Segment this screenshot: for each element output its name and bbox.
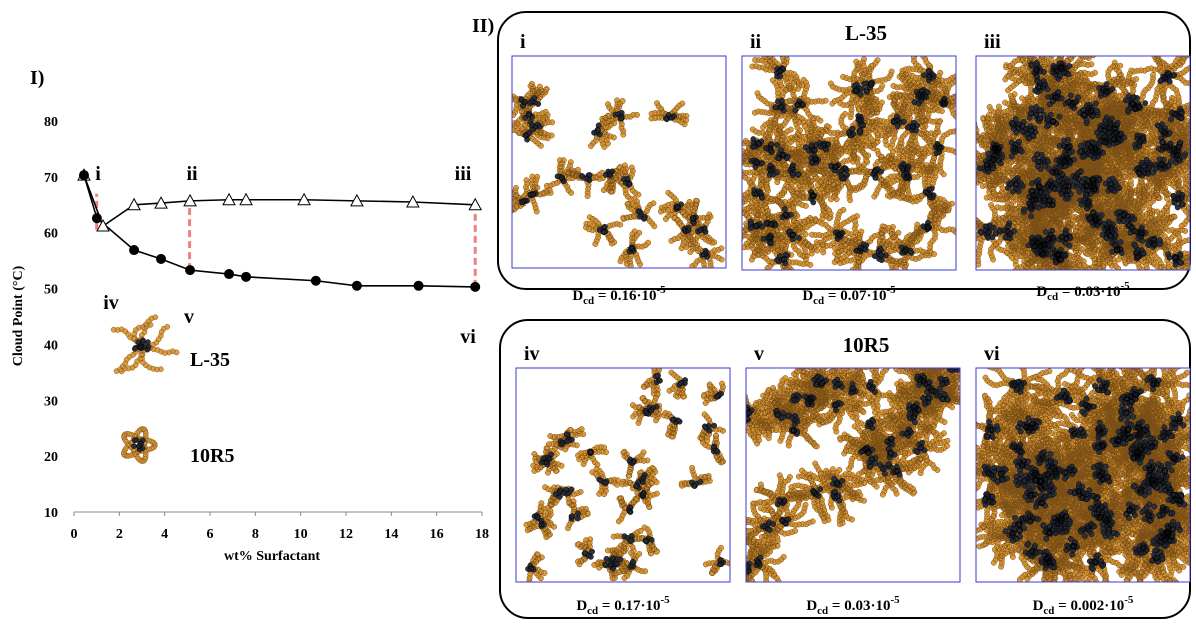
series-line — [84, 175, 475, 226]
y-tick-label: 30 — [44, 394, 58, 409]
x-tick-label: 10 — [294, 527, 308, 542]
point-label: vi — [460, 326, 476, 348]
caption-exponent: -5 — [1120, 280, 1130, 292]
legend-label: 10R5 — [190, 445, 234, 467]
point-label: iv — [103, 292, 119, 314]
marker — [156, 254, 166, 264]
caption-subscript: cd — [1047, 291, 1058, 303]
marker — [352, 281, 362, 291]
marker — [92, 213, 102, 223]
caption-exponent: -5 — [660, 594, 670, 606]
caption-subscript: cd — [817, 605, 828, 617]
x-tick-label: 18 — [475, 527, 489, 542]
x-axis-label: wt% Surfactant — [224, 549, 320, 564]
x-tick-label: 14 — [384, 527, 398, 542]
marker — [224, 269, 234, 279]
point-label: ii — [186, 163, 198, 185]
image-label: i — [520, 31, 526, 53]
image-label: iii — [984, 31, 1001, 53]
y-tick-label: 70 — [44, 171, 58, 186]
y-axis-label: Cloud Point (°C) — [11, 265, 26, 366]
y-tick-label: 10 — [44, 506, 58, 521]
y-tick-label: 50 — [44, 283, 58, 298]
caption: Dcd = 0.03·10-5 — [1036, 280, 1130, 303]
caption-exponent: -5 — [890, 594, 900, 606]
caption-value: = 0.03·10 — [828, 598, 890, 614]
caption-exponent: -5 — [1124, 594, 1134, 606]
point-label: iii — [455, 163, 472, 185]
caption: Dcd = 0.002·10-5 — [1033, 594, 1134, 617]
x-tick-label: 6 — [207, 527, 214, 542]
marker — [185, 265, 195, 275]
image-label: iv — [524, 343, 540, 365]
caption: Dcd = 0.03·10-5 — [806, 594, 900, 617]
x-tick-label: 16 — [430, 527, 444, 542]
caption-symbol: D — [576, 598, 587, 614]
point-label: i — [95, 163, 101, 185]
caption-value: = 0.07·10 — [824, 288, 886, 304]
image-label: ii — [750, 31, 762, 53]
x-tick-label: 2 — [116, 527, 123, 542]
y-tick-label: 60 — [44, 227, 58, 242]
caption-value: = 0.03·10 — [1058, 284, 1120, 300]
panel-label: I) — [30, 67, 44, 89]
x-tick-label: 8 — [252, 527, 259, 542]
series-line — [84, 175, 475, 287]
legend-label: L-35 — [190, 349, 230, 371]
caption-value: = 0.002·10 — [1054, 598, 1124, 614]
image-label: vi — [984, 343, 1000, 365]
caption: Dcd = 0.07·10-5 — [802, 284, 896, 307]
point-label: v — [184, 306, 194, 328]
marker — [241, 272, 251, 282]
y-tick-label: 20 — [44, 450, 58, 465]
panel-title: 10R5 — [843, 333, 890, 357]
caption-exponent: -5 — [886, 284, 896, 296]
x-tick-label: 0 — [71, 527, 78, 542]
x-tick-label: 12 — [339, 527, 353, 542]
caption-subscript: cd — [587, 605, 598, 617]
y-tick-label: 80 — [44, 115, 58, 130]
caption: Dcd = 0.16·10-5 — [572, 284, 666, 307]
caption-subscript: cd — [583, 295, 594, 307]
marker — [79, 170, 89, 180]
caption: Dcd = 0.17·10-5 — [576, 594, 670, 617]
image-label: v — [754, 343, 764, 365]
caption-symbol: D — [806, 598, 817, 614]
panel-label: II) — [472, 15, 494, 37]
caption-symbol: D — [1033, 598, 1044, 614]
caption-subscript: cd — [1043, 605, 1054, 617]
caption-symbol: D — [1036, 284, 1047, 300]
y-tick-label: 40 — [44, 338, 58, 353]
marker — [129, 245, 139, 255]
caption-value: = 0.17·10 — [598, 598, 660, 614]
marker — [311, 276, 321, 286]
panel-title: L-35 — [845, 21, 887, 45]
caption-exponent: -5 — [656, 284, 666, 296]
caption-symbol: D — [802, 288, 813, 304]
caption-symbol: D — [572, 288, 583, 304]
caption-subscript: cd — [813, 295, 824, 307]
caption-value: = 0.16·10 — [594, 288, 656, 304]
x-tick-label: 4 — [161, 527, 168, 542]
marker — [470, 282, 480, 292]
marker — [414, 281, 424, 291]
